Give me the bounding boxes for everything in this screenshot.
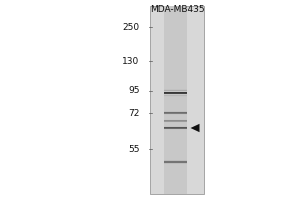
Bar <box>164 88 187 89</box>
Bar <box>164 90 187 91</box>
Bar <box>164 95 187 96</box>
Bar <box>164 6 187 194</box>
Text: 250: 250 <box>122 22 140 31</box>
Bar <box>164 93 187 94</box>
Text: 95: 95 <box>128 86 140 95</box>
Polygon shape <box>190 124 200 132</box>
Text: 130: 130 <box>122 56 140 66</box>
Bar <box>150 6 204 194</box>
Bar <box>164 92 187 93</box>
Text: 55: 55 <box>128 144 140 154</box>
Text: 72: 72 <box>128 108 140 117</box>
Text: MDA-MB435: MDA-MB435 <box>150 5 204 14</box>
Bar <box>164 96 187 97</box>
Bar <box>164 89 187 90</box>
